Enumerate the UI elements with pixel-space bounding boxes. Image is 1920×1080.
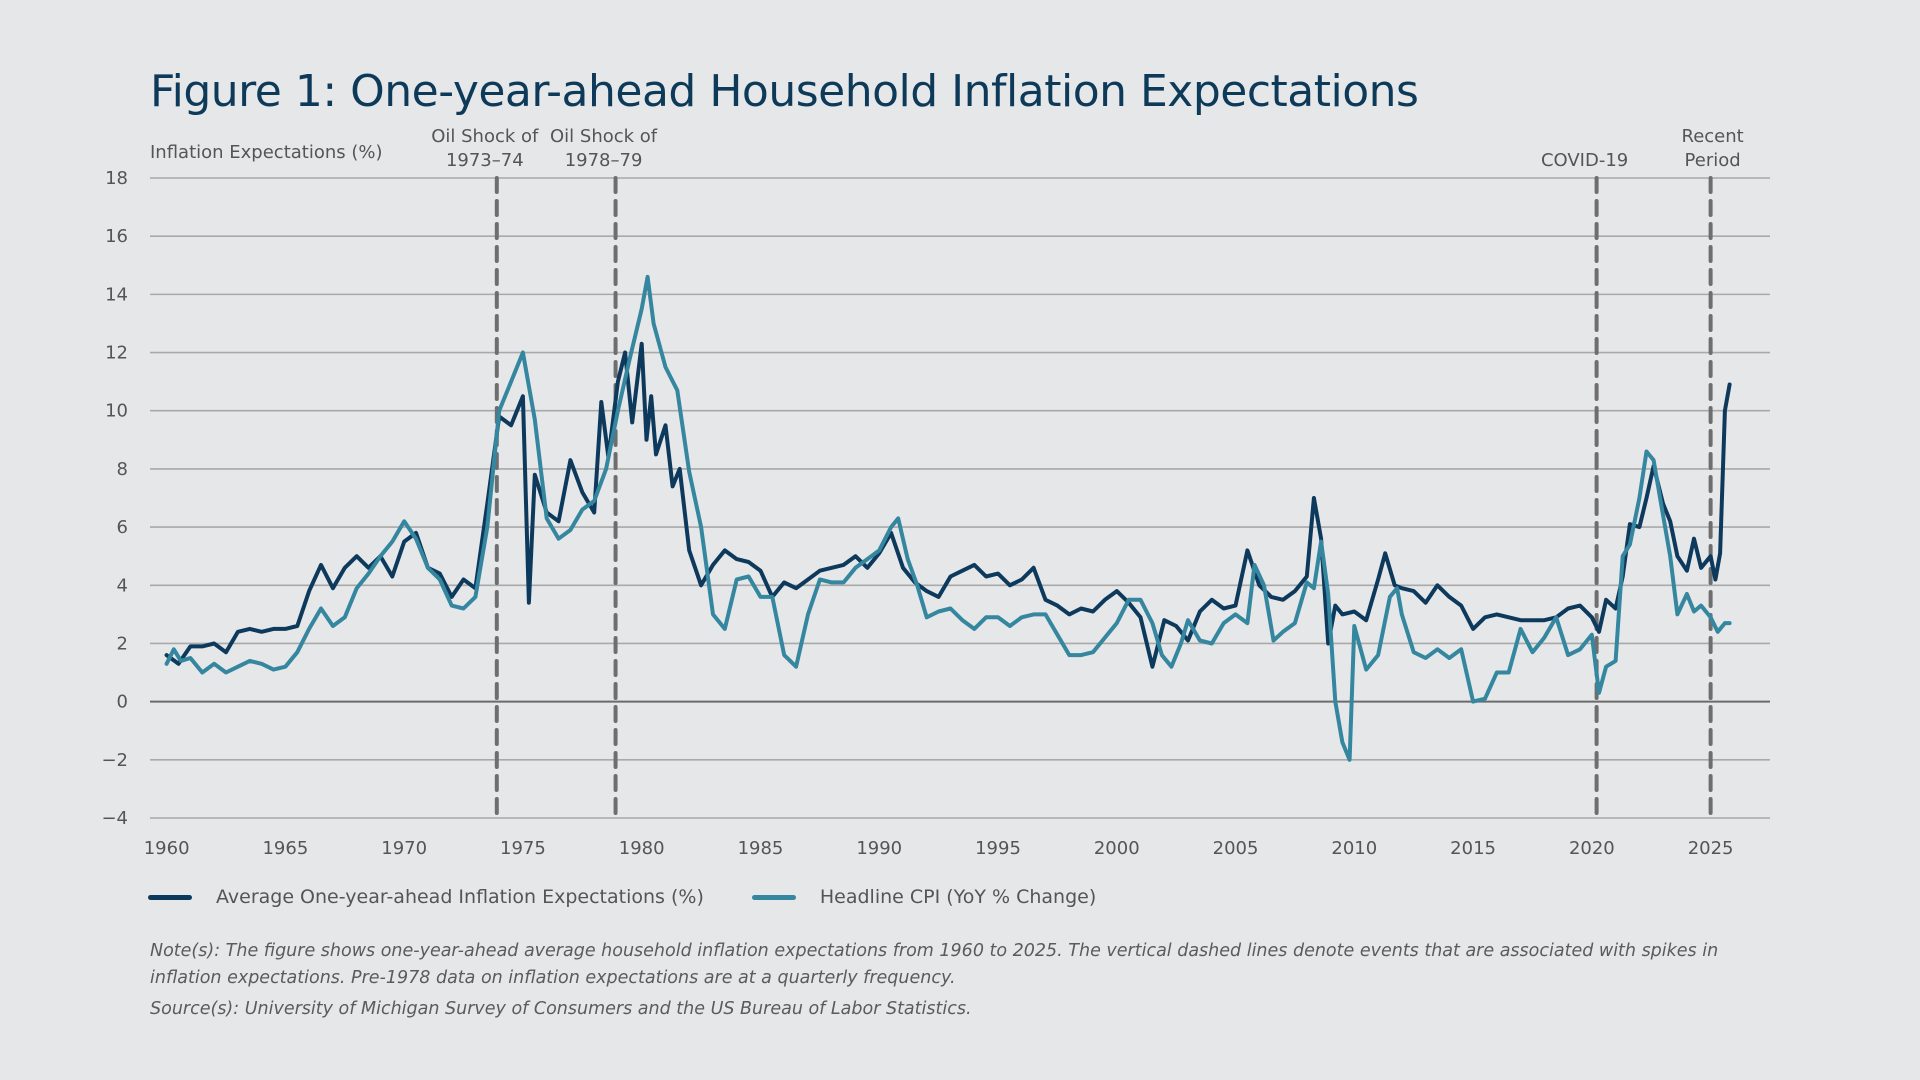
event-label: Oil Shock of [550,126,658,147]
y-tick-label: −2 [101,750,128,771]
x-axis-ticks: 1960 1965 1970 1975 1980 1985 1990 1995 2000 2005… [144,838,1734,859]
legend-swatch-expectations [148,894,192,900]
y-tick-label: 4 [117,575,128,596]
x-tick-label: 2015 [1450,838,1496,859]
gridlines [150,177,1770,819]
event-label: Period [1685,150,1741,171]
legend-swatch-cpi [751,894,796,900]
y-axis-label: Inflation Expectations (%) [150,142,383,163]
y-tick-label: 16 [105,226,128,247]
chart-title: Figure 1: One-year-ahead Household Infla… [150,66,1419,117]
legend-item-expectations: Average One-year-ahead Inflation Expecta… [148,886,704,908]
event-label: Oil Shock of [431,126,539,147]
y-tick-label: 14 [105,284,128,305]
legend-label-expectations: Average One-year-ahead Inflation Expecta… [216,886,704,908]
x-tick-label: 1965 [262,838,308,859]
legend-label-cpi: Headline CPI (YoY % Change) [819,886,1097,908]
y-tick-label: −4 [101,808,128,829]
x-tick-label: 1985 [738,838,784,859]
note-text: Note(s): The figure shows one-year-ahead… [150,941,1719,988]
series-lines [164,274,1732,762]
x-tick-label: 2025 [1688,838,1734,859]
chart-area: 18 16 14 12 10 8 6 4 2 0 −2 −4 1960 1965 1970 1975 1980… [101,126,1770,859]
event-label: 1973–74 [446,150,524,171]
x-tick-label: 2005 [1213,838,1259,859]
y-tick-label: 18 [105,168,128,189]
y-tick-label: 6 [117,517,128,538]
line-chart: 18 16 14 12 10 8 6 4 2 0 −2 −4 1960 1965 1970 1975 1980… [101,126,1770,859]
x-tick-label: 2020 [1569,838,1615,859]
y-axis-ticks: 18 16 14 12 10 8 6 4 2 0 −2 −4 [101,168,128,829]
event-label: COVID-19 [1541,150,1628,171]
x-tick-label: 2010 [1331,838,1377,859]
series-line-expectations [164,341,1732,669]
legend-item-cpi: Headline CPI (YoY % Change) [751,886,1097,908]
y-tick-label: 0 [117,692,128,713]
event-markers: Oil Shock of 1973–74 Oil Shock of 1978–79 CO… [431,126,1744,820]
series-line-cpi [164,274,1732,762]
event-label: Recent [1682,126,1744,147]
y-tick-label: 2 [117,633,128,654]
x-tick-label: 2000 [1094,838,1140,859]
x-tick-label: 1960 [144,838,190,859]
y-tick-label: 10 [105,401,128,422]
x-tick-label: 1980 [619,838,665,859]
notes-block: Note(s): The figure shows one-year-ahead… [150,938,1750,1023]
event-label: 1978–79 [565,150,643,171]
x-tick-label: 1995 [975,838,1021,859]
y-tick-label: 8 [117,459,128,480]
source-text: Source(s): University of Michigan Survey… [150,999,972,1019]
x-tick-label: 1970 [381,838,427,859]
x-tick-label: 1990 [856,838,902,859]
legend: Average One-year-ahead Inflation Expecta… [148,886,1144,908]
x-tick-label: 1975 [500,838,546,859]
y-tick-label: 12 [105,343,128,364]
